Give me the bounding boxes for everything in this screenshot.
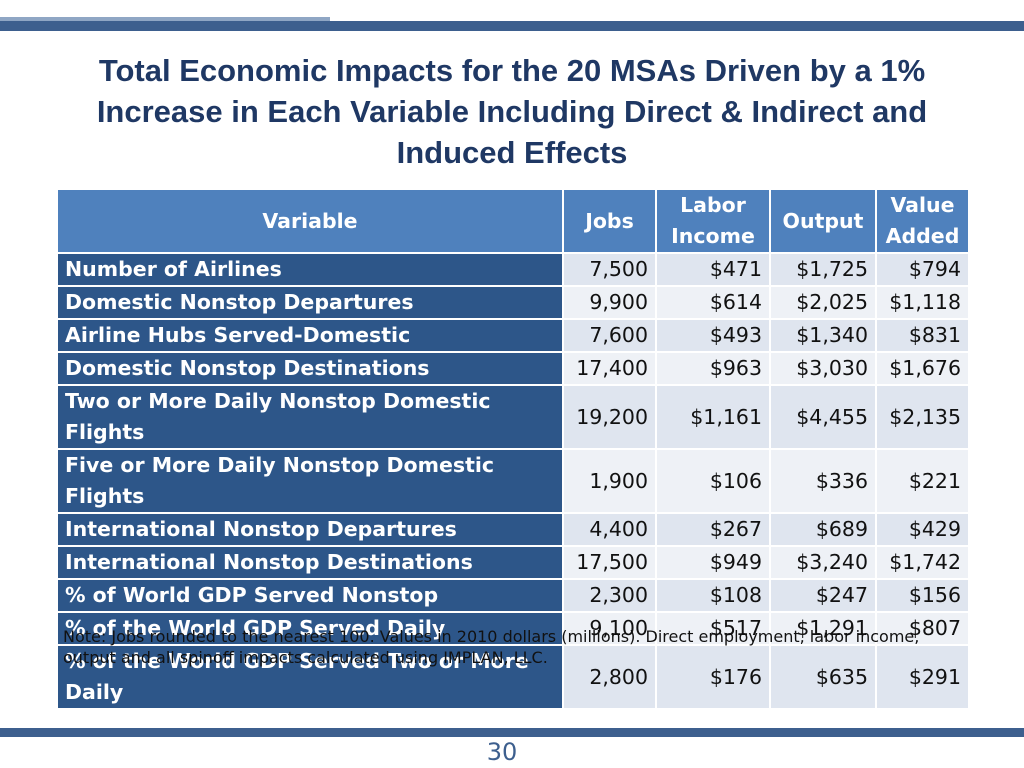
jobs-cell: 9,100 bbox=[562, 611, 657, 646]
jobs-cell: 19,200 bbox=[562, 384, 657, 450]
variable-cell: % of the World GDP Served Daily bbox=[56, 611, 564, 646]
table-row: Airline Hubs Served-Domestic 7,600 $493 … bbox=[56, 318, 970, 353]
table-row: Number of Airlines 7,500 $471 $1,725 $79… bbox=[56, 252, 970, 287]
jobs-cell: 4,400 bbox=[562, 512, 657, 547]
table-row: Five or More Daily Nonstop Domestic Flig… bbox=[56, 448, 970, 514]
variable-cell: Domestic Nonstop Departures bbox=[56, 285, 564, 320]
variable-cell: % of the World GDP Served Two or More Da… bbox=[56, 644, 564, 710]
labor-income-cell: $493 bbox=[655, 318, 771, 353]
footnote: Note: Jobs rounded to the nearest 100. V… bbox=[63, 627, 920, 667]
variable-cell: Airline Hubs Served-Domestic bbox=[56, 318, 564, 353]
output-cell: $3,240 bbox=[769, 545, 877, 580]
jobs-cell: 7,600 bbox=[562, 318, 657, 353]
labor-income-cell: $963 bbox=[655, 351, 771, 386]
labor-income-cell: $1,161 bbox=[655, 384, 771, 450]
slide-title: Total Economic Impacts for the 20 MSAs D… bbox=[96, 53, 928, 170]
output-cell: $1,340 bbox=[769, 318, 877, 353]
variable-cell: Number of Airlines bbox=[56, 252, 564, 287]
variable-cell: Five or More Daily Nonstop Domestic Flig… bbox=[56, 448, 564, 514]
jobs-cell: 1,900 bbox=[562, 448, 657, 514]
header-labor-income: Labor Income bbox=[655, 188, 771, 254]
top-accent-bar bbox=[0, 21, 1024, 31]
top-accent-bar-light bbox=[0, 17, 330, 21]
table-header-row: Variable Jobs Labor Income Output Value … bbox=[56, 188, 970, 254]
value-added-cell: $429 bbox=[875, 512, 970, 547]
labor-income-cell: $949 bbox=[655, 545, 771, 580]
table-row: International Nonstop Departures 4,400 $… bbox=[56, 512, 970, 547]
economic-impacts-table: Variable Jobs Labor Income Output Value … bbox=[56, 188, 970, 710]
table-row: % of the World GDP Served Daily 9,100 $5… bbox=[56, 611, 970, 646]
value-added-cell: $156 bbox=[875, 578, 970, 613]
jobs-cell: 9,900 bbox=[562, 285, 657, 320]
table-row: Two or More Daily Nonstop Domestic Fligh… bbox=[56, 384, 970, 450]
labor-income-cell: $517 bbox=[655, 611, 771, 646]
labor-income-cell: $614 bbox=[655, 285, 771, 320]
table-row: International Nonstop Destinations 17,50… bbox=[56, 545, 970, 580]
labor-income-cell: $176 bbox=[655, 644, 771, 710]
value-added-cell: $221 bbox=[875, 448, 970, 514]
jobs-cell: 2,800 bbox=[562, 644, 657, 710]
header-variable: Variable bbox=[56, 188, 564, 254]
bottom-accent-bar bbox=[0, 728, 1024, 737]
variable-cell: International Nonstop Destinations bbox=[56, 545, 564, 580]
output-cell: $2,025 bbox=[769, 285, 877, 320]
variable-cell: % of World GDP Served Nonstop bbox=[56, 578, 564, 613]
output-cell: $689 bbox=[769, 512, 877, 547]
header-output: Output bbox=[769, 188, 877, 254]
value-added-cell: $831 bbox=[875, 318, 970, 353]
labor-income-cell: $108 bbox=[655, 578, 771, 613]
variable-cell: International Nonstop Departures bbox=[56, 512, 564, 547]
value-added-cell: $2,135 bbox=[875, 384, 970, 450]
table-row: Domestic Nonstop Departures 9,900 $614 $… bbox=[56, 285, 970, 320]
output-cell: $336 bbox=[769, 448, 877, 514]
value-added-cell: $1,118 bbox=[875, 285, 970, 320]
value-added-cell: $1,676 bbox=[875, 351, 970, 386]
page-number: 30 bbox=[486, 738, 518, 766]
value-added-cell: $1,742 bbox=[875, 545, 970, 580]
variable-cell: Two or More Daily Nonstop Domestic Fligh… bbox=[56, 384, 564, 450]
value-added-cell: $291 bbox=[875, 644, 970, 710]
output-cell: $1,291 bbox=[769, 611, 877, 646]
output-cell: $4,455 bbox=[769, 384, 877, 450]
header-jobs: Jobs bbox=[562, 188, 657, 254]
jobs-cell: 17,500 bbox=[562, 545, 657, 580]
output-cell: $1,725 bbox=[769, 252, 877, 287]
value-added-cell: $794 bbox=[875, 252, 970, 287]
table-row: Domestic Nonstop Destinations 17,400 $96… bbox=[56, 351, 970, 386]
jobs-cell: 17,400 bbox=[562, 351, 657, 386]
labor-income-cell: $471 bbox=[655, 252, 771, 287]
jobs-cell: 7,500 bbox=[562, 252, 657, 287]
table-row: % of World GDP Served Nonstop 2,300 $108… bbox=[56, 578, 970, 613]
output-cell: $3,030 bbox=[769, 351, 877, 386]
labor-income-cell: $106 bbox=[655, 448, 771, 514]
variable-cell: Domestic Nonstop Destinations bbox=[56, 351, 564, 386]
jobs-cell: 2,300 bbox=[562, 578, 657, 613]
output-cell: $635 bbox=[769, 644, 877, 710]
header-value-added: Value Added bbox=[875, 188, 970, 254]
table-row: % of the World GDP Served Two or More Da… bbox=[56, 644, 970, 710]
output-cell: $247 bbox=[769, 578, 877, 613]
value-added-cell: $807 bbox=[875, 611, 970, 646]
labor-income-cell: $267 bbox=[655, 512, 771, 547]
